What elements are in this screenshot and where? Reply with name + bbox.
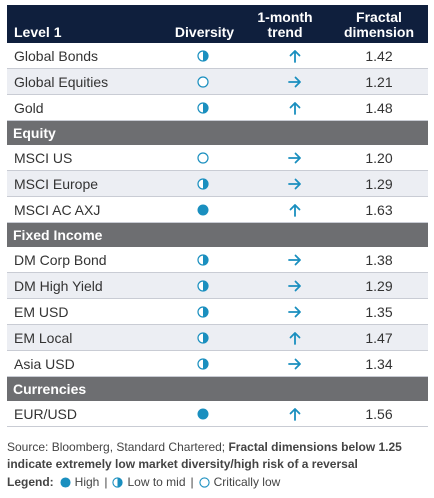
fractal-dimension-table: Level 1 Diversity 1-month trend Fractal di… xyxy=(7,5,428,427)
legend-low-to-mid: Low to mid xyxy=(127,475,186,489)
asset-name: Gold xyxy=(14,100,44,116)
arrow-right-icon xyxy=(288,178,301,190)
high-diversity-icon xyxy=(60,476,71,488)
arrow-up-icon xyxy=(289,408,301,421)
arrow-up-icon xyxy=(289,204,301,217)
table-body: Global Bonds 1.42 Global Equities 1.21 Gold 1… xyxy=(7,43,428,427)
asset-name: Asia USD xyxy=(14,356,75,372)
header-fd-line1: Fractal xyxy=(356,9,402,25)
fractal-dimension-value: 1.47 xyxy=(365,330,393,346)
legend-label: Legend: xyxy=(7,475,54,489)
table-row: MSCI AC AXJ 1.63 xyxy=(7,197,428,223)
asset-name: EUR/USD xyxy=(14,406,78,422)
legend-high: High xyxy=(74,475,100,489)
arrow-right-icon xyxy=(288,254,301,266)
table-row: DM Corp Bond 1.38 xyxy=(7,247,428,273)
asset-name: Global Equities xyxy=(14,74,109,90)
high-diversity-icon xyxy=(197,408,209,420)
low-to-mid-diversity-icon xyxy=(197,332,209,344)
arrow-right-icon xyxy=(288,306,301,318)
asset-name: Global Bonds xyxy=(14,48,99,64)
fractal-dimension-value: 1.35 xyxy=(365,304,393,320)
fractal-dimension-value: 1.48 xyxy=(365,100,393,116)
legend-critically-low: Critically low xyxy=(213,475,281,489)
asset-name: MSCI Europe xyxy=(14,176,99,192)
legend: Legend: High | Low to mid | Critically l… xyxy=(7,475,280,489)
fractal-dimension-value: 1.38 xyxy=(365,252,393,268)
fractal-dimension-value: 1.63 xyxy=(365,202,393,218)
header-level1: Level 1 xyxy=(14,24,62,40)
table-row: Asia USD 1.34 xyxy=(7,351,428,377)
low-to-mid-diversity-icon xyxy=(197,280,209,292)
asset-name: EM Local xyxy=(14,330,73,346)
asset-name: DM Corp Bond xyxy=(14,252,107,268)
low-to-mid-diversity-icon xyxy=(197,102,209,114)
table-row: DM High Yield 1.29 xyxy=(7,273,428,299)
fractal-dimension-value: 1.34 xyxy=(365,356,393,372)
table-row: EM USD 1.35 xyxy=(7,299,428,325)
low-to-mid-diversity-icon xyxy=(197,254,209,266)
header-trend-line2: trend xyxy=(267,24,303,40)
low-to-mid-diversity-icon xyxy=(197,358,209,370)
section-header: Currencies xyxy=(7,377,428,401)
source-bold: Fractal dimensions below 1.25 indicate e… xyxy=(7,440,402,471)
table-row: Global Equities 1.21 xyxy=(7,69,428,95)
fractal-dimension-value: 1.20 xyxy=(365,150,393,166)
header-trend: 1-month trend xyxy=(250,10,320,40)
asset-name: DM High Yield xyxy=(14,278,103,294)
table-row: MSCI Europe 1.29 xyxy=(7,171,428,197)
asset-name: MSCI US xyxy=(14,150,73,166)
header-fd-line2: dimension xyxy=(343,24,414,40)
critically-low-diversity-icon xyxy=(199,476,210,488)
table-row: EM Local 1.47 xyxy=(7,325,428,351)
table-row: Gold 1.48 xyxy=(7,95,428,121)
fractal-dimension-value: 1.21 xyxy=(365,74,393,90)
header-trend-line1: 1-month xyxy=(257,9,313,25)
arrow-right-icon xyxy=(288,152,301,164)
critically-low-diversity-icon xyxy=(197,152,209,164)
source-note: Source: Bloomberg, Standard Chartered; F… xyxy=(7,439,432,473)
low-to-mid-diversity-icon xyxy=(112,476,124,488)
critically-low-diversity-icon xyxy=(197,76,209,88)
table-row: MSCI US 1.20 xyxy=(7,145,428,171)
header-fractal-dimension: Fractal dimension xyxy=(329,10,429,40)
table-row: EUR/USD 1.56 xyxy=(7,401,428,427)
section-header: Fixed Income xyxy=(7,223,428,247)
table-header: Level 1 Diversity 1-month trend Fractal di… xyxy=(7,5,428,43)
arrow-right-icon xyxy=(288,76,301,88)
fractal-dimension-value: 1.56 xyxy=(365,406,393,422)
asset-name: EM USD xyxy=(14,304,69,320)
low-to-mid-diversity-icon xyxy=(197,178,209,190)
low-to-mid-diversity-icon xyxy=(197,50,209,62)
fractal-dimension-value: 1.29 xyxy=(365,278,393,294)
header-diversity: Diversity xyxy=(174,24,235,40)
high-diversity-icon xyxy=(197,204,209,216)
section-header: Equity xyxy=(7,121,428,145)
arrow-right-icon xyxy=(288,280,301,292)
arrow-right-icon xyxy=(288,358,301,370)
legend-separator: | xyxy=(104,475,108,489)
arrow-up-icon xyxy=(289,50,301,63)
arrow-up-icon xyxy=(289,332,301,345)
asset-name: MSCI AC AXJ xyxy=(14,202,101,218)
source-plain: Source: Bloomberg, Standard Chartered; xyxy=(7,440,229,454)
arrow-up-icon xyxy=(289,102,301,115)
fractal-dimension-value: 1.42 xyxy=(365,48,393,64)
table-row: Global Bonds 1.42 xyxy=(7,43,428,69)
legend-separator: | xyxy=(190,475,194,489)
fractal-dimension-value: 1.29 xyxy=(365,176,393,192)
low-to-mid-diversity-icon xyxy=(197,306,209,318)
